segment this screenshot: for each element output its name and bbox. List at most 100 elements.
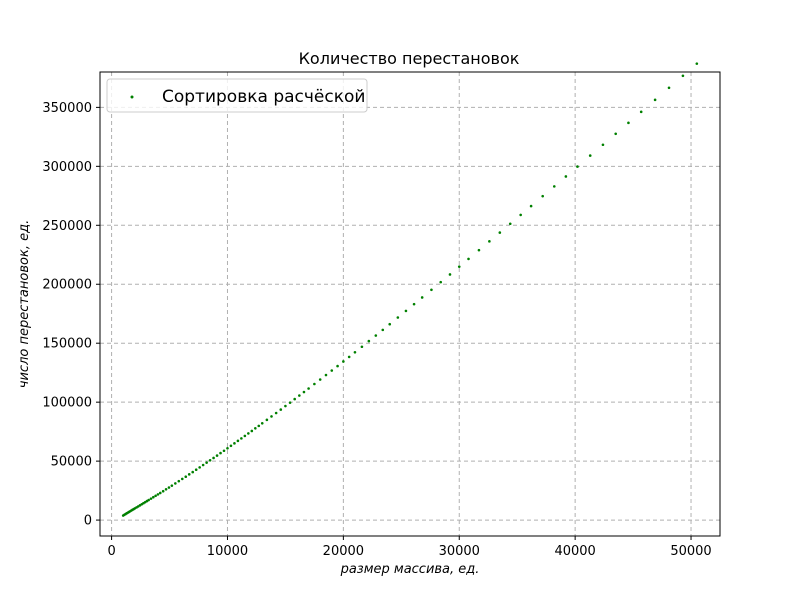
- data-point: [601, 143, 605, 147]
- x-tick-label: 40000: [554, 544, 595, 559]
- data-point: [260, 421, 264, 425]
- data-point: [293, 397, 296, 401]
- legend-label: Сортировка расчёской: [162, 87, 365, 107]
- data-point: [653, 98, 657, 102]
- data-point: [318, 378, 322, 381]
- data-point: [627, 121, 630, 125]
- data-point: [156, 493, 160, 496]
- data-point: [174, 482, 177, 485]
- data-point: [152, 495, 155, 499]
- data-points: [121, 62, 699, 517]
- data-point: [229, 444, 233, 448]
- data-point: [448, 273, 452, 276]
- data-point: [396, 316, 400, 319]
- data-point: [270, 415, 273, 418]
- data-point: [467, 257, 470, 261]
- data-point: [208, 459, 212, 462]
- legend-box: [106, 78, 368, 113]
- legend-marker: [130, 95, 134, 99]
- data-point: [198, 466, 201, 469]
- data-point: [284, 404, 287, 408]
- x-tick-label: 10000: [207, 544, 248, 559]
- data-point: [247, 432, 250, 435]
- y-tick-label: 150000: [42, 337, 92, 352]
- data-point: [388, 322, 392, 326]
- data-point: [404, 309, 408, 313]
- x-axis-label: размер массива, ед.: [340, 562, 480, 577]
- x-tick-label: 20000: [323, 544, 364, 559]
- data-point: [170, 484, 174, 487]
- y-axis-label: число перестановок, ед.: [17, 220, 32, 388]
- data-point: [552, 185, 556, 188]
- data-point: [412, 302, 416, 306]
- data-point: [222, 449, 226, 453]
- data-point: [330, 369, 334, 372]
- data-point: [430, 288, 433, 292]
- data-point: [154, 494, 157, 498]
- data-point: [233, 442, 236, 445]
- data-point: [667, 86, 671, 90]
- data-point: [149, 497, 153, 500]
- data-point: [161, 489, 165, 493]
- data-point: [529, 204, 533, 208]
- x-tick-label: 30000: [439, 544, 480, 559]
- data-point: [564, 175, 568, 178]
- data-point: [265, 418, 269, 422]
- data-point: [374, 334, 378, 337]
- y-tick-label: 200000: [42, 278, 92, 293]
- data-point: [302, 390, 306, 394]
- data-point: [243, 434, 247, 438]
- data-point: [158, 491, 162, 495]
- y-tick-label: 50000: [51, 455, 92, 470]
- x-axis-ticks: 0 10000 20000 30000 40000 50000: [107, 536, 712, 559]
- data-point: [541, 194, 544, 198]
- x-tick-label: 0: [107, 544, 115, 559]
- data-point: [457, 265, 461, 268]
- data-point: [177, 479, 181, 483]
- grid: [100, 72, 720, 536]
- data-point: [164, 488, 168, 491]
- y-tick-label: 350000: [42, 101, 92, 116]
- chart-title: Количество перестановок: [299, 49, 520, 68]
- data-point: [194, 468, 198, 472]
- data-point: [477, 248, 481, 252]
- data-point: [360, 345, 364, 349]
- data-point: [614, 132, 617, 136]
- data-point: [288, 401, 292, 404]
- data-point: [167, 486, 171, 489]
- data-point: [324, 373, 328, 377]
- data-point: [191, 470, 195, 474]
- data-point: [519, 213, 522, 217]
- data-point: [342, 360, 345, 363]
- data-point: [420, 296, 424, 299]
- data-point: [274, 411, 278, 415]
- data-point: [498, 231, 502, 234]
- data-point: [381, 328, 385, 332]
- data-point: [257, 424, 261, 428]
- data-point: [205, 461, 208, 464]
- data-point: [212, 456, 215, 460]
- y-tick-label: 300000: [42, 160, 92, 175]
- data-point: [367, 339, 371, 343]
- data-point: [313, 382, 316, 386]
- data-point: [215, 454, 219, 457]
- data-point: [187, 473, 191, 476]
- data-point: [219, 451, 222, 455]
- data-point: [576, 165, 579, 168]
- data-point: [307, 387, 310, 390]
- data-point: [236, 439, 240, 443]
- data-point: [279, 408, 283, 411]
- data-point: [681, 74, 685, 78]
- data-point: [508, 222, 512, 226]
- data-point: [253, 427, 257, 430]
- data-point: [336, 364, 339, 368]
- data-point: [250, 429, 254, 433]
- plot-frame: [99, 71, 721, 537]
- data-point: [226, 446, 229, 450]
- data-point: [639, 110, 643, 114]
- data-point: [439, 280, 443, 284]
- data-point: [147, 498, 150, 502]
- data-point: [353, 350, 357, 354]
